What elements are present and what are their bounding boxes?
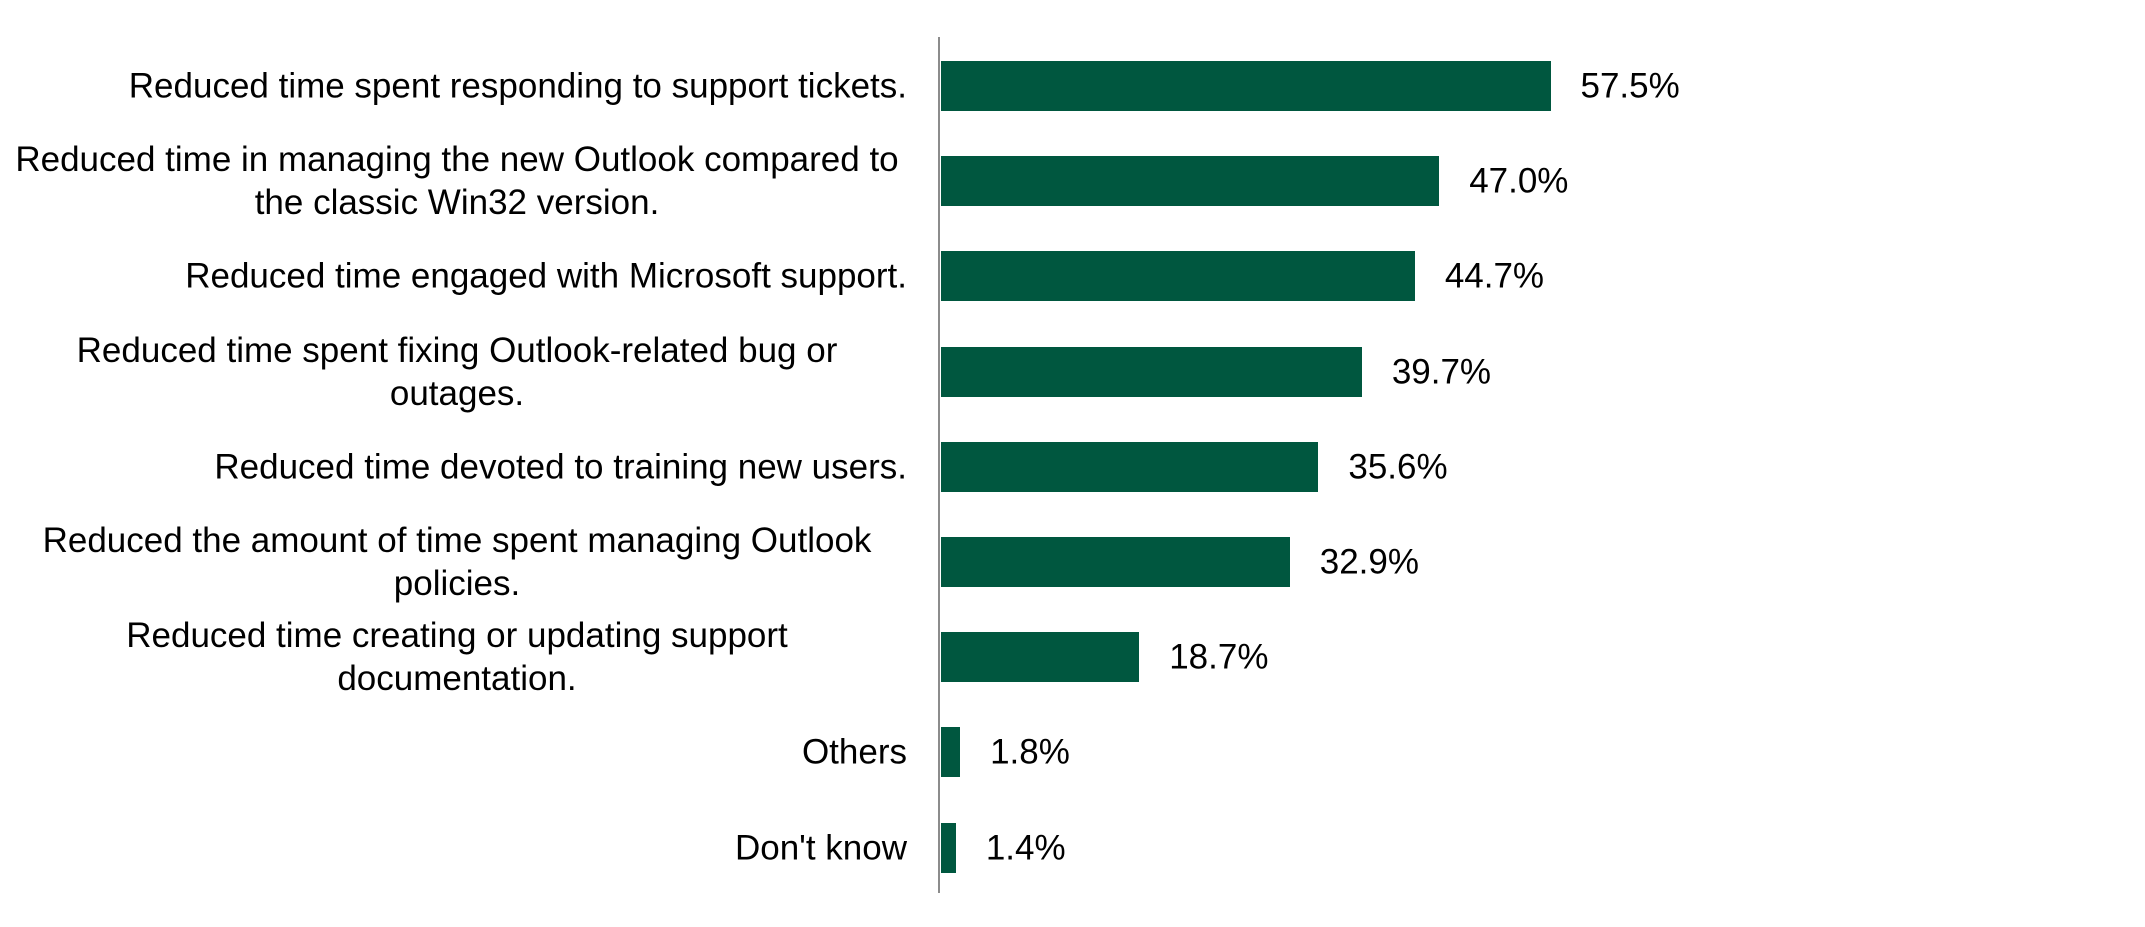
- category-label: Reduced time creating or updating suppor…: [126, 616, 788, 699]
- category-label: Others: [801, 732, 907, 772]
- value-label: 1.4%: [985, 828, 1066, 868]
- category-label: Reduced time engaged with Microsoft supp…: [185, 256, 907, 296]
- category-label: Reduced time devoted to training new use…: [214, 447, 907, 487]
- category-label: Don't know: [734, 828, 907, 868]
- category-label: Reduced the amount of time spent managin…: [42, 521, 872, 603]
- category-label: Reduced time spent fixing Outlook-relate…: [76, 330, 838, 413]
- bar: [941, 632, 1140, 683]
- bar: [941, 61, 1551, 111]
- category-axis: [938, 37, 940, 893]
- value-label: 39.7%: [1391, 352, 1492, 392]
- bar: [941, 537, 1290, 587]
- value-label: 44.7%: [1444, 256, 1545, 296]
- value-label: 32.9%: [1319, 542, 1419, 582]
- category-label: Reduced time spent responding to support…: [128, 66, 907, 106]
- category-label: Reduced time in managing the new Outlook…: [15, 140, 899, 223]
- bar: [941, 251, 1415, 302]
- bar: [941, 822, 956, 873]
- bar: [941, 441, 1319, 492]
- value-label: 18.7%: [1169, 637, 1269, 677]
- value-label: 35.6%: [1348, 447, 1448, 487]
- value-label: 1.8%: [990, 732, 1070, 772]
- value-label: 57.5%: [1580, 66, 1680, 106]
- value-label: 47.0%: [1469, 161, 1569, 201]
- bar: [941, 156, 1440, 207]
- bar: [941, 346, 1362, 397]
- bar: [941, 727, 961, 778]
